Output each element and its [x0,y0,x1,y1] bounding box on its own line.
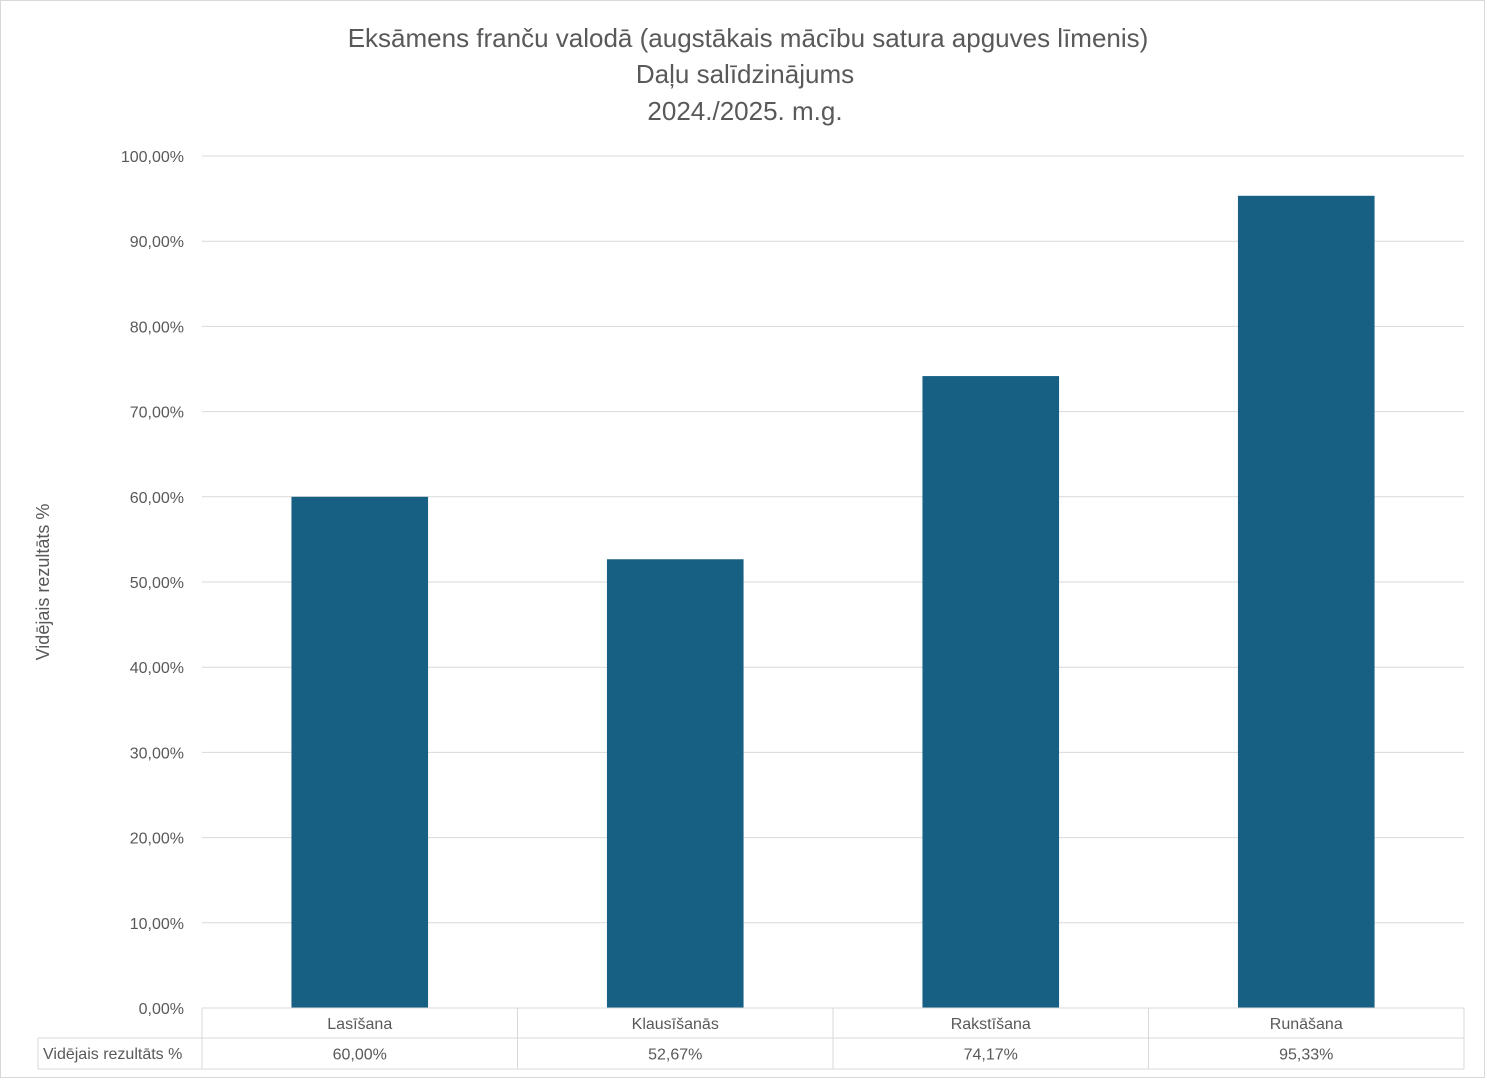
y-tick-label: 70,00% [130,405,184,422]
data-table-value: 95,33% [1279,1047,1333,1064]
y-axis-title: Vidējais rezultāts % [33,504,53,661]
bar [606,559,744,1008]
chart-title-line-3: 2024./2025. m.g. [647,96,842,126]
chart-title: Eksāmens franču valodā (augstākais mācīb… [348,23,1149,126]
category-label: Klausīšanās [632,1016,719,1033]
data-table-series-label: Vidējais rezultāts % [43,1046,182,1063]
bar [1237,195,1375,1009]
data-table-value: 60,00% [333,1047,387,1064]
y-tick-label: 100,00% [121,149,184,166]
bars [291,195,1375,1009]
category-label: Lasīšana [327,1016,392,1033]
y-axis-ticks: 0,00% 10,00% 20,00% 30,00% 40,00% 50,00% 60,00… [121,149,184,1018]
y-tick-label: 20,00% [130,831,184,848]
bar [922,376,1060,1008]
category-label: Runāšana [1270,1016,1343,1033]
bar [291,496,429,1008]
chart-title-line-2: Daļu salīdzinājums [636,59,854,89]
data-table-value: 52,67% [648,1047,702,1064]
y-tick-label: 80,00% [130,319,184,336]
y-tick-label: 0,00% [139,1001,184,1018]
y-tick-label: 40,00% [130,660,184,677]
chart-title-line-1: Eksāmens franču valodā (augstākais mācīb… [348,23,1149,53]
category-label: Rakstīšana [951,1016,1031,1033]
data-table-value: 74,17% [964,1047,1018,1064]
y-tick-label: 60,00% [130,490,184,507]
data-table: Vidējais rezultāts % Lasīšana 60,00% Klaus… [37,1007,1465,1070]
y-tick-label: 30,00% [130,745,184,762]
y-tick-label: 10,00% [130,916,184,933]
y-tick-label: 50,00% [130,575,184,592]
y-tick-label: 90,00% [130,234,184,251]
